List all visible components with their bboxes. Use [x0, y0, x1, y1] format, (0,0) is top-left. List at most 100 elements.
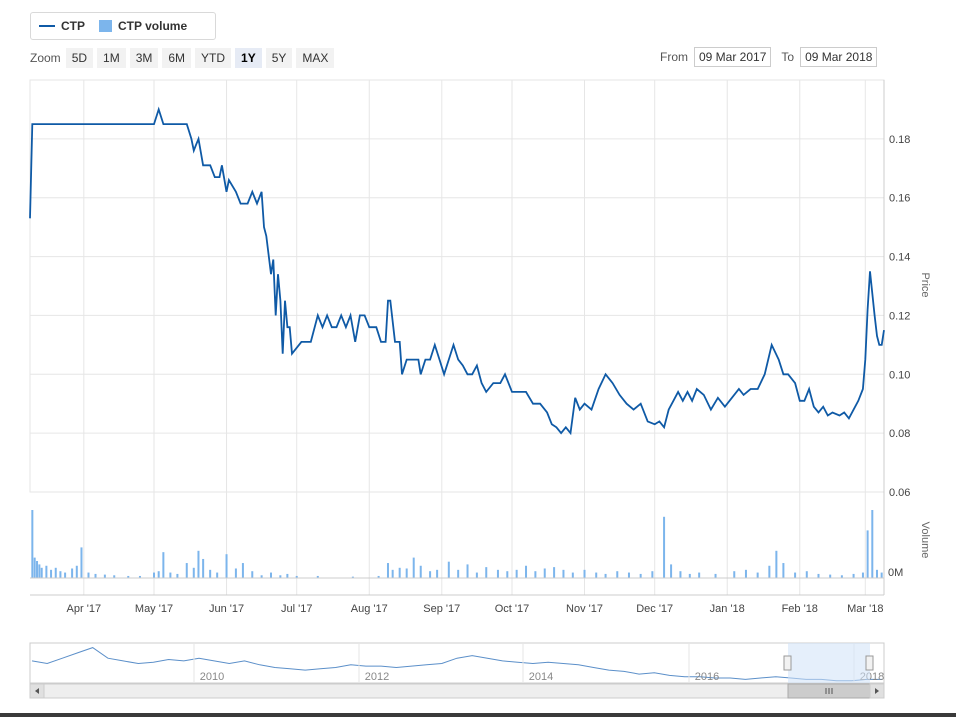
- date-range-selector: From 09 Mar 2017 To 09 Mar 2018: [660, 47, 887, 67]
- to-label: To: [781, 50, 795, 64]
- navigator-right-handle[interactable]: [865, 655, 874, 671]
- scroll-left-arrow-icon: [35, 688, 39, 694]
- volume-bar: [31, 510, 34, 578]
- volume-bar: [216, 572, 219, 578]
- from-date-input[interactable]: 09 Mar 2017: [694, 47, 772, 67]
- scrollbar-grip-icon: [825, 688, 833, 694]
- scroll-right-arrow-icon: [875, 688, 879, 694]
- volume-bar: [103, 574, 106, 578]
- volume-bar: [595, 572, 598, 578]
- volume-bar: [429, 571, 432, 578]
- navigator-selected-range[interactable]: [788, 643, 870, 683]
- from-label: From: [660, 50, 688, 64]
- scrollbar[interactable]: [29, 683, 885, 699]
- volume-bar: [162, 552, 165, 578]
- volume-bar: [192, 567, 195, 578]
- price-tick-label: 0.12: [889, 310, 910, 322]
- time-tick-label: Nov '17: [566, 603, 603, 615]
- volume-bar: [485, 567, 488, 578]
- legend-item-ctp-volume[interactable]: CTP volume: [99, 19, 187, 33]
- price-series-line[interactable]: [29, 106, 885, 436]
- zoom-button-3m[interactable]: 3M: [129, 48, 159, 68]
- volume-bar: [466, 564, 469, 578]
- zoom-button-5d[interactable]: 5D: [65, 48, 94, 68]
- volume-bar: [506, 571, 509, 578]
- zoom-button-ytd[interactable]: YTD: [195, 48, 232, 68]
- volume-bar: [670, 564, 673, 578]
- volume-bar: [169, 572, 172, 578]
- volume-bar: [861, 572, 864, 578]
- volume-bar: [714, 573, 717, 578]
- time-axis-ticks: Apr '17 May '17 Jun '17 Jul '17 Aug '17 Sep '…: [67, 603, 884, 615]
- volume-bar: [840, 575, 843, 578]
- chart-legend: CTP CTP volume: [30, 12, 216, 40]
- volume-bar: [64, 572, 67, 578]
- volume-bar: [80, 547, 83, 578]
- volume-bar: [457, 569, 460, 578]
- time-tick-label: Aug '17: [351, 603, 388, 615]
- time-tick-label: Jun '17: [209, 603, 244, 615]
- volume-bar: [286, 573, 289, 578]
- time-tick-label: Oct '17: [495, 603, 530, 615]
- price-tick-label: 0.06: [889, 487, 910, 499]
- price-tick-label: 0.10: [889, 369, 910, 381]
- volume-bar: [185, 563, 188, 578]
- volume-bar: [412, 557, 415, 578]
- volume-bar: [405, 568, 408, 578]
- volume-bar: [744, 569, 747, 578]
- volume-bar: [316, 575, 319, 578]
- navigator-year-label: 2012: [365, 671, 389, 683]
- time-tick-label: Jan '18: [710, 603, 745, 615]
- volume-bar: [241, 563, 244, 578]
- volume-bar: [583, 569, 586, 578]
- legend-label-ctp: CTP: [61, 19, 85, 33]
- volume-bar: [94, 573, 97, 578]
- volume-bar: [279, 575, 282, 578]
- time-tick-label: Dec '17: [636, 603, 673, 615]
- legend-item-ctp[interactable]: CTP: [39, 19, 85, 33]
- volume-bar: [351, 576, 354, 578]
- navigator-year-label: 2010: [200, 671, 224, 683]
- volume-bar: [176, 573, 179, 578]
- volume-bars: [31, 510, 883, 578]
- scrollbar-track[interactable]: [29, 683, 885, 699]
- volume-bar: [756, 572, 759, 578]
- zoom-button-6m[interactable]: 6M: [162, 48, 192, 68]
- volume-bar: [805, 571, 808, 578]
- volume-bar: [447, 561, 450, 578]
- zoom-button-1m[interactable]: 1M: [97, 48, 126, 68]
- price-tick-label: 0.16: [889, 193, 910, 205]
- volume-bar: [698, 572, 701, 578]
- zoom-button-max[interactable]: MAX: [296, 48, 335, 68]
- volume-bar: [496, 569, 499, 578]
- volume-bar: [562, 569, 565, 578]
- volume-bar: [475, 572, 478, 578]
- volume-bar: [794, 572, 797, 578]
- navigator[interactable]: 2010 2012 2014 2016 2018: [29, 642, 885, 684]
- time-tick-label: Jul '17: [281, 603, 312, 615]
- zoom-button-1y[interactable]: 1Y: [235, 48, 262, 68]
- volume-bar: [419, 565, 422, 578]
- volume-bar: [525, 565, 528, 578]
- navigator-year-label: 2016: [695, 671, 719, 683]
- volume-bar: [782, 563, 785, 578]
- navigator-left-handle[interactable]: [783, 655, 792, 671]
- volume-bar: [880, 572, 883, 578]
- volume-bar: [553, 567, 556, 578]
- window-bottom-edge: [0, 713, 956, 717]
- volume-tick-label: 0M: [888, 567, 903, 579]
- zoom-button-5y[interactable]: 5Y: [265, 48, 293, 68]
- volume-bar: [38, 564, 41, 578]
- price-tick-label: 0.14: [889, 252, 910, 264]
- volume-bar: [829, 574, 832, 578]
- time-tick-label: Sep '17: [423, 603, 460, 615]
- navigator-frame: [29, 642, 885, 684]
- volume-axis-title: Volume: [919, 522, 931, 559]
- volume-bar: [225, 554, 228, 578]
- volume-bar: [775, 550, 778, 578]
- time-tick-label: Feb '18: [782, 603, 818, 615]
- to-date-input[interactable]: 09 Mar 2018: [800, 47, 878, 67]
- volume-bar: [234, 568, 237, 578]
- volume-bar: [639, 573, 642, 578]
